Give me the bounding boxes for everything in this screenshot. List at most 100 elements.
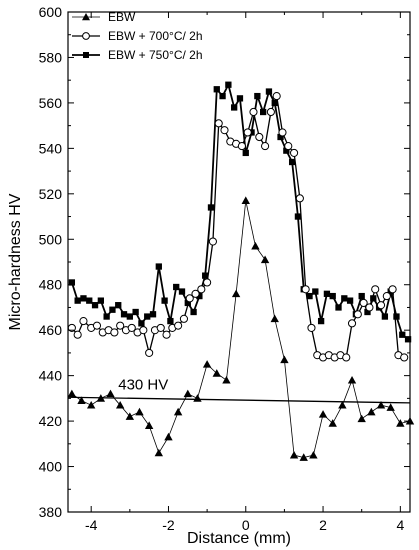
data-point-ebw [86, 400, 96, 409]
legend-label-ebw-700c: EBW + 700°C/ 2h [108, 29, 203, 43]
data-point-ebw-750c [381, 313, 389, 320]
data-point-ebw-750c [155, 263, 162, 270]
data-point-ebw-700c [272, 92, 281, 101]
x-axis-title: Distance (mm) [187, 530, 291, 547]
series-line-ebw-750c [71, 83, 409, 340]
data-point-ebw-750c [288, 158, 296, 166]
data-point-ebw-750c [207, 204, 215, 211]
data-point-ebw-750c [161, 297, 168, 304]
data-point-ebw-750c [370, 295, 377, 302]
y-tick-label: 500 [39, 231, 63, 247]
data-point-ebw-700c [249, 107, 258, 117]
y-tick-label: 600 [39, 4, 63, 20]
data-point-ebw-700c [156, 323, 165, 332]
data-point-ebw-750c [260, 108, 267, 116]
data-point-ebw-750c [323, 290, 331, 297]
data-point-ebw-750c [173, 283, 180, 291]
data-point-ebw-750c [91, 302, 99, 309]
data-point-ebw-750c [265, 88, 273, 95]
data-point-ebw [309, 450, 318, 459]
data-point-ebw-700c [127, 323, 136, 332]
data-point-ebw [241, 196, 250, 204]
data-point-ebw [125, 412, 135, 420]
data-point-ebw [386, 403, 395, 411]
data-point-ebw-750c [358, 292, 365, 300]
data-point-ebw-750c [115, 302, 122, 309]
x-tick-label: 0 [242, 517, 250, 533]
data-point-ebw-750c [294, 213, 302, 220]
data-point-ebw-750c [346, 297, 354, 304]
data-point-ebw-700c [301, 285, 310, 294]
data-point-ebw-700c [214, 119, 223, 128]
data-point-ebw-750c [219, 92, 226, 100]
data-point-ebw-750c [68, 279, 76, 286]
y-tick-label: 580 [39, 49, 63, 65]
data-point-ebw-700c [203, 278, 212, 287]
data-point-ebw-700c [185, 294, 194, 303]
data-point-ebw-750c [149, 311, 157, 318]
y-axis-title: Micro-hardness HV [7, 193, 24, 330]
y-tick-label: 480 [39, 277, 63, 293]
data-point-ebw-700c [388, 285, 397, 294]
data-point-ebw-750c [404, 336, 412, 343]
y-tick-label: 540 [39, 140, 63, 156]
data-point-ebw-750c [231, 104, 238, 111]
data-point-ebw-750c [74, 297, 81, 304]
series-ebw-700c [67, 92, 409, 362]
y-tick-label: 460 [39, 322, 63, 338]
data-point-ebw-750c [178, 288, 186, 295]
data-point-ebw-700c [139, 326, 148, 335]
data-point-ebw-750c [86, 297, 93, 304]
data-point-ebw [77, 396, 86, 404]
data-point-ebw-700c [289, 148, 299, 157]
data-point-ebw-700c [116, 321, 125, 330]
data-point-ebw [318, 410, 328, 418]
data-point-ebw-750c [341, 295, 348, 302]
x-tick-label: 4 [396, 517, 404, 533]
data-point-ebw-700c [400, 353, 409, 362]
x-tick-label: 2 [319, 517, 327, 533]
data-point-ebw-700c [347, 319, 357, 328]
data-point-ebw [222, 375, 231, 384]
data-point-ebw-700c [376, 301, 386, 310]
data-point-ebw-700c [295, 194, 304, 203]
data-point-ebw [115, 400, 125, 409]
data-point-ebw [193, 394, 202, 402]
data-point-ebw-750c [242, 149, 249, 157]
data-point-ebw-750c [312, 288, 319, 295]
data-point-ebw-750c [283, 147, 290, 154]
data-point-ebw-750c [329, 292, 336, 300]
data-point-ebw-700c [365, 303, 374, 312]
data-point-ebw [367, 407, 376, 416]
data-point-ebw-700c [359, 298, 368, 307]
data-point-ebw-750c [393, 313, 400, 320]
data-point-ebw-750c [144, 313, 151, 320]
data-point-ebw [299, 453, 308, 461]
data-point-ebw [338, 400, 347, 409]
data-point-ebw-750c [236, 95, 244, 102]
data-point-ebw-700c [237, 142, 246, 151]
data-point-ebw [280, 355, 289, 364]
data-point-ebw-750c [277, 133, 284, 141]
data-point-ebw [251, 241, 260, 250]
data-point-ebw-750c [138, 320, 145, 327]
data-point-ebw-750c [80, 295, 87, 302]
data-point-ebw-750c [126, 313, 133, 320]
data-point-ebw-700c [255, 132, 264, 142]
data-point-ebw [67, 389, 77, 398]
data-point-ebw-750c [103, 313, 110, 320]
data-point-ebw [96, 394, 106, 402]
data-point-ebw-700c [284, 142, 293, 151]
data-point-ebw [183, 389, 192, 398]
data-point-ebw [144, 421, 154, 429]
data-point-ebw-700c [278, 128, 287, 137]
data-point-ebw-750c [335, 304, 342, 311]
data-point-ebw-700c [243, 128, 252, 137]
data-point-ebw-700c [208, 237, 217, 246]
data-point-ebw [202, 360, 212, 368]
legend-label-ebw: EBW [108, 10, 136, 24]
y-tick-label: 420 [39, 413, 63, 429]
data-point-ebw [231, 289, 241, 298]
data-point-ebw [270, 314, 279, 323]
